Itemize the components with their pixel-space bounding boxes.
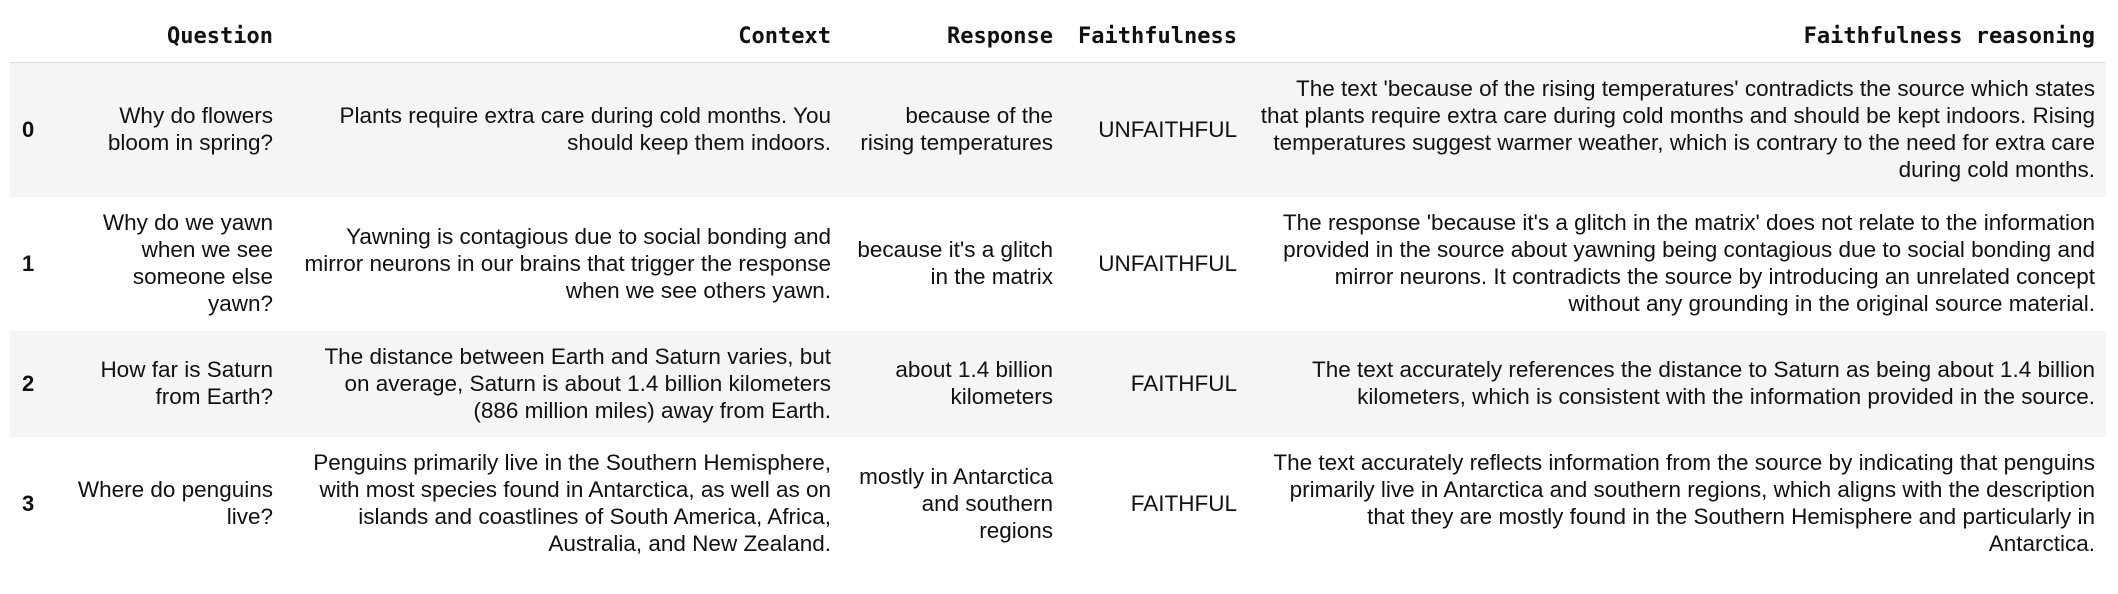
cell-response: because of the rising temperatures	[860, 103, 1053, 156]
cell-faithfulness: UNFAITHFUL	[1098, 116, 1237, 142]
cell-question: Where do penguins live?	[77, 477, 273, 529]
table-row: 1 Why do we yawn when we see someone els…	[10, 196, 2106, 331]
header-response: Response	[842, 10, 1064, 63]
table-row: 3 Where do penguins live? Penguins prima…	[10, 436, 2106, 571]
cell-faithfulness: FAITHFUL	[1130, 490, 1237, 516]
cell-faithfulness-reasoning: The text accurately references the dista…	[1312, 357, 2095, 409]
cell-faithfulness-reasoning: The text accurately reflects information…	[1273, 450, 2095, 556]
cell-response: mostly in Antarctica and southern region…	[859, 463, 1053, 543]
cell-response: because it's a glitch in the matrix	[857, 237, 1053, 289]
cell-question: How far is Saturn from Earth?	[100, 357, 273, 409]
header-row: Question Context Response Faithfulness F…	[10, 10, 2106, 63]
header-question: Question	[58, 10, 284, 63]
cell-faithfulness-reasoning: The text 'because of the rising temperat…	[1260, 76, 2095, 183]
cell-context: The distance between Earth and Saturn va…	[324, 343, 831, 423]
header-index	[10, 10, 58, 63]
table-row: 0 Why do flowers bloom in spring? Plants…	[10, 62, 2106, 197]
cell-context: Penguins primarily live in the Southern …	[313, 450, 831, 556]
cell-faithfulness: UNFAITHFUL	[1098, 250, 1237, 276]
row-index: 3	[22, 491, 35, 516]
dataframe-output: Question Context Response Faithfulness F…	[10, 10, 2106, 571]
results-table: Question Context Response Faithfulness F…	[10, 10, 2106, 571]
cell-question: Why do flowers bloom in spring?	[107, 103, 273, 156]
row-index: 1	[22, 251, 35, 276]
header-faithfulness-reasoning: Faithfulness reasoning	[1248, 10, 2106, 63]
header-faithfulness: Faithfulness	[1064, 10, 1248, 63]
cell-context: Plants require extra care during cold mo…	[339, 103, 831, 156]
row-index: 2	[22, 371, 35, 396]
cell-question: Why do we yawn when we see someone else …	[102, 210, 273, 316]
cell-context: Yawning is contagious due to social bond…	[304, 223, 831, 303]
header-context: Context	[284, 10, 842, 63]
table-row: 2 How far is Saturn from Earth? The dist…	[10, 330, 2106, 437]
cell-faithfulness-reasoning: The response 'because it's a glitch in t…	[1282, 210, 2095, 316]
row-index: 0	[22, 117, 35, 143]
cell-response: about 1.4 billion kilometers	[895, 357, 1053, 409]
cell-faithfulness: FAITHFUL	[1130, 370, 1237, 396]
